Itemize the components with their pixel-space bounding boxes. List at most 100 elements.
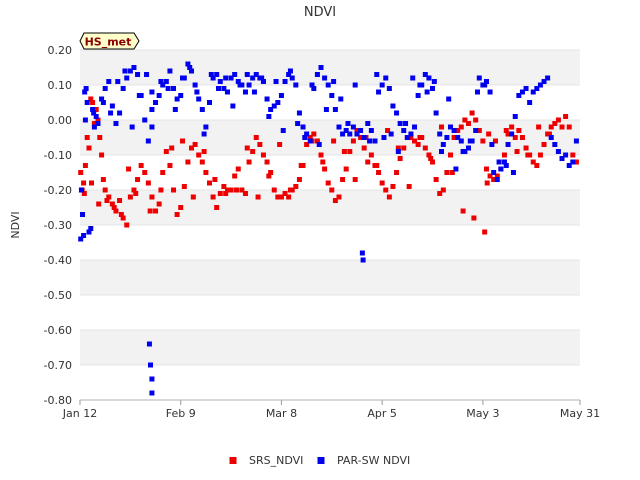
data-point xyxy=(482,82,488,88)
y-tick-label: -0.10 xyxy=(44,149,72,162)
data-point xyxy=(439,124,445,130)
data-point xyxy=(437,131,443,137)
data-point xyxy=(260,79,266,84)
data-point xyxy=(304,131,310,137)
data-point xyxy=(214,205,220,210)
data-point xyxy=(338,96,344,102)
data-point xyxy=(503,163,509,168)
data-point xyxy=(203,170,209,175)
data-point xyxy=(278,93,284,98)
data-point xyxy=(286,194,292,200)
data-point xyxy=(512,114,518,119)
data-point xyxy=(394,170,400,175)
data-point xyxy=(359,250,365,256)
chart-title: NDVI xyxy=(304,5,336,20)
data-point xyxy=(113,121,119,126)
data-point xyxy=(473,117,479,123)
data-point xyxy=(365,159,371,165)
data-point xyxy=(354,131,360,137)
data-point xyxy=(260,152,266,158)
x-tick-label: Mar 8 xyxy=(266,407,297,420)
data-point xyxy=(368,152,374,158)
data-point xyxy=(242,191,248,196)
data-point xyxy=(383,75,389,81)
data-point xyxy=(496,159,502,165)
data-point xyxy=(343,166,349,172)
data-point xyxy=(340,177,346,182)
data-point xyxy=(158,79,164,84)
badge-shape xyxy=(79,32,140,50)
data-point xyxy=(160,170,166,175)
data-point xyxy=(449,170,455,175)
data-point xyxy=(530,159,536,165)
data-point xyxy=(120,215,126,221)
data-point xyxy=(417,135,423,140)
data-point xyxy=(548,135,554,140)
data-point xyxy=(104,198,110,203)
data-point xyxy=(117,198,123,203)
data-point xyxy=(135,72,141,77)
data-point xyxy=(295,121,301,126)
data-point xyxy=(250,75,256,81)
data-point xyxy=(537,82,543,88)
data-point xyxy=(232,173,238,179)
data-point xyxy=(181,184,187,189)
data-point xyxy=(192,142,198,147)
data-point xyxy=(185,61,191,67)
data-point xyxy=(298,163,304,168)
data-point xyxy=(483,166,489,172)
data-point xyxy=(118,212,124,217)
data-point xyxy=(81,191,87,196)
grid-band xyxy=(80,330,580,365)
data-point xyxy=(332,107,338,112)
data-point xyxy=(264,96,270,102)
data-point xyxy=(446,96,452,102)
data-point xyxy=(250,149,256,154)
data-point xyxy=(546,131,552,137)
data-point xyxy=(149,376,155,382)
data-point xyxy=(268,170,274,175)
x-tick-label: May 31 xyxy=(560,407,600,420)
data-point xyxy=(415,93,421,98)
data-point xyxy=(448,152,454,158)
data-point xyxy=(82,89,88,95)
data-point xyxy=(171,187,177,193)
x-tick-label: Jan 12 xyxy=(62,407,97,420)
data-point xyxy=(361,145,367,151)
data-point xyxy=(453,166,459,172)
data-point xyxy=(239,187,245,193)
data-point xyxy=(372,138,378,144)
data-point xyxy=(509,131,515,137)
series-srs-ndvi xyxy=(78,96,579,235)
y-tick-label: -0.50 xyxy=(44,289,72,302)
legend-label: PAR-SW NDVI xyxy=(337,454,410,467)
data-point xyxy=(325,82,331,88)
data-point xyxy=(352,82,358,88)
data-point xyxy=(189,145,195,151)
data-point xyxy=(336,124,342,130)
data-point xyxy=(149,107,155,112)
data-point xyxy=(573,159,579,165)
data-point xyxy=(230,103,236,109)
data-point xyxy=(156,93,162,98)
data-point xyxy=(307,138,313,144)
y-axis-label: NDVI xyxy=(9,211,22,238)
data-point xyxy=(322,75,328,81)
data-point xyxy=(316,142,322,147)
data-point xyxy=(563,114,569,119)
data-point xyxy=(257,142,263,147)
data-point xyxy=(458,124,464,130)
data-point xyxy=(91,121,97,126)
data-point xyxy=(408,131,414,137)
data-point xyxy=(147,208,153,214)
data-point xyxy=(163,79,169,84)
data-point xyxy=(523,86,529,91)
data-point xyxy=(167,163,173,168)
data-point xyxy=(383,187,389,193)
data-point xyxy=(331,138,337,144)
data-point xyxy=(217,191,223,196)
data-point xyxy=(97,135,103,140)
data-point xyxy=(503,128,509,133)
data-point xyxy=(117,110,123,116)
data-point xyxy=(203,124,209,130)
